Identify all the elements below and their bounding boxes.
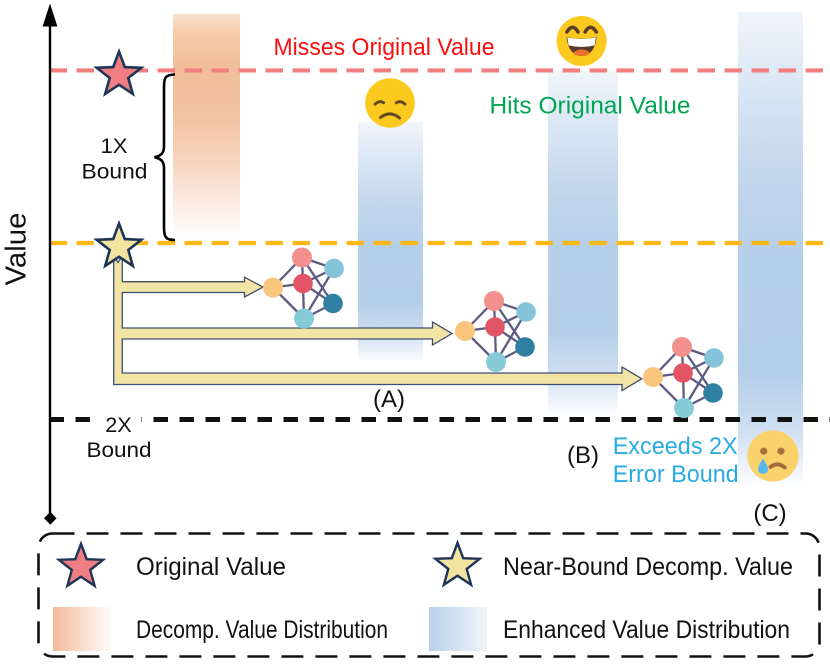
svg-text:Misses Original Value: Misses Original Value <box>274 34 495 61</box>
svg-text:1X: 1X <box>101 134 128 158</box>
svg-text:Exceeds 2X: Exceeds 2X <box>613 433 738 460</box>
svg-text:Bound: Bound <box>87 438 152 462</box>
svg-text:Bound: Bound <box>82 160 148 184</box>
svg-text:Decomp. Value Distribution: Decomp. Value Distribution <box>136 616 388 644</box>
svg-text:(A): (A) <box>373 386 405 413</box>
svg-text:Near-Bound Decomp. Value: Near-Bound Decomp. Value <box>503 553 793 581</box>
svg-text:(C): (C) <box>753 500 786 527</box>
svg-text:Hits Original Value: Hits Original Value <box>490 93 691 120</box>
svg-text:Enhanced Value Distribution: Enhanced Value Distribution <box>503 616 790 644</box>
svg-text:Error Bound: Error Bound <box>613 461 739 488</box>
svg-text:(B): (B) <box>567 442 599 469</box>
svg-text:2X: 2X <box>105 413 132 437</box>
svg-text:Value: Value <box>0 213 32 286</box>
svg-text:Original Value: Original Value <box>136 553 286 581</box>
